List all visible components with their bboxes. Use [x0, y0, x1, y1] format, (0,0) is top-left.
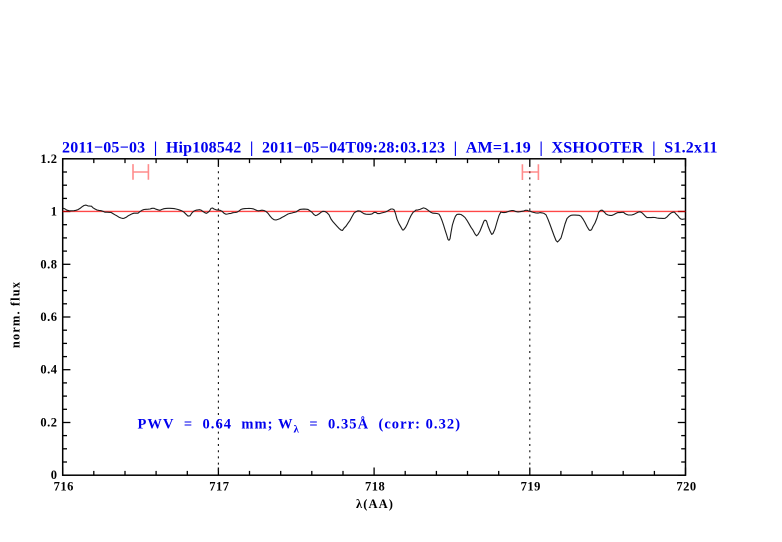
- svg-text:norm. flux: norm. flux: [9, 281, 23, 348]
- svg-text:0.6: 0.6: [40, 310, 57, 324]
- svg-text:0.8: 0.8: [40, 257, 57, 271]
- svg-text:716: 716: [54, 479, 74, 493]
- svg-text:1.2: 1.2: [40, 152, 57, 166]
- svg-text:717: 717: [209, 479, 229, 493]
- svg-text:λ(AA): λ(AA): [356, 497, 394, 511]
- svg-text:718: 718: [365, 479, 385, 493]
- svg-text:0.4: 0.4: [40, 363, 57, 377]
- svg-text:720: 720: [676, 479, 696, 493]
- svg-text:0: 0: [51, 468, 58, 482]
- svg-text:PWV = 0.64 mm; Wλ = 0.35Å: PWV = 0.64 mm; Wλ = 0.35Å (corr: 0.32): [138, 416, 462, 435]
- svg-text:0.2: 0.2: [40, 416, 57, 430]
- svg-text:719: 719: [521, 479, 541, 493]
- svg-text:1: 1: [51, 205, 58, 219]
- svg-text:2011−05−03 | Hip108542 | 2: 2011−05−03 | Hip108542 | 2011−05−04T09:2…: [62, 140, 718, 157]
